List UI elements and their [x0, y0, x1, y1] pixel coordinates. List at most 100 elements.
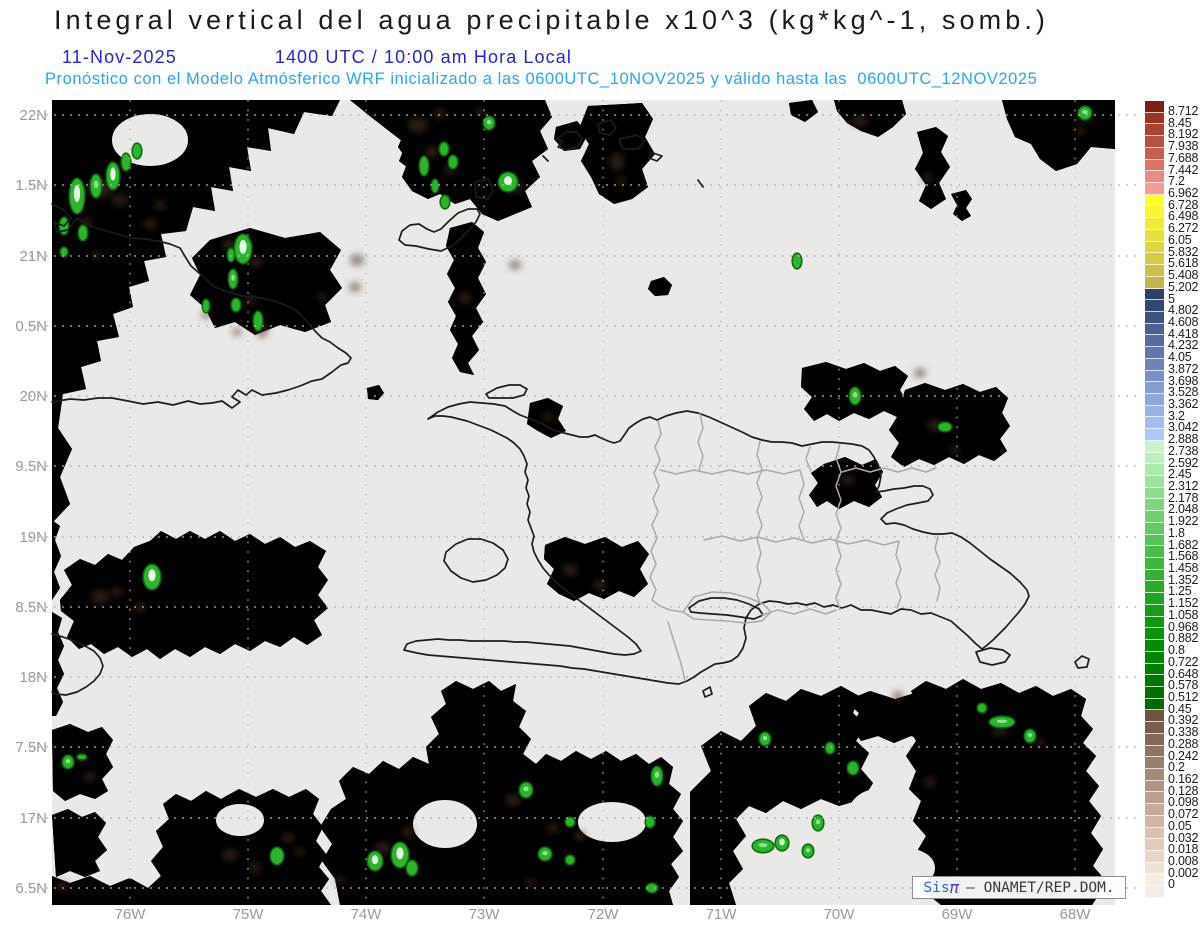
- mayaguana-islands: [542, 119, 704, 188]
- dark-smudge: [574, 831, 586, 841]
- dark-smudge: [375, 842, 391, 854]
- lat-label: 0.5N: [15, 318, 47, 335]
- colorbar-value: 8.45: [1168, 115, 1192, 130]
- dark-smudge: [525, 879, 535, 887]
- rain-peak: [518, 781, 534, 799]
- rain-peak: [438, 141, 450, 157]
- rain-peak: [131, 142, 143, 160]
- dark-smudge: [335, 876, 345, 884]
- dark-smudge: [425, 146, 439, 158]
- colorbar-value: 0.032: [1168, 830, 1199, 845]
- dark-smudge: [402, 827, 414, 837]
- colorbar-row: 0.722: [1145, 651, 1200, 668]
- lat-label: 19N: [19, 529, 47, 546]
- colorbar-cell: [1145, 827, 1164, 840]
- colorbar-cell: [1145, 358, 1164, 371]
- colorbar-row: 0.002: [1145, 862, 1200, 879]
- watermark-box: Sis π – ONAMET/REP.DOM.: [912, 876, 1126, 899]
- colorbar-value: 5.618: [1168, 256, 1199, 271]
- beata-island: [702, 686, 713, 698]
- colorbar-value: 4.418: [1168, 326, 1199, 341]
- rain-peak: [439, 194, 451, 210]
- dark-smudge: [892, 691, 904, 701]
- rain-peak: [564, 854, 576, 866]
- colorbar-cell: [1145, 452, 1164, 465]
- dark-smudge: [434, 109, 446, 119]
- colorbar-value: 0.338: [1168, 725, 1199, 740]
- mona-island: [1074, 655, 1090, 669]
- colorbar-row: 3.042: [1145, 417, 1200, 434]
- colorbar-row: 4.05: [1145, 347, 1200, 363]
- colorbar-row: 3.872: [1145, 358, 1200, 375]
- colorbar-cell: [1145, 206, 1164, 219]
- colorbar-row: 7.2: [1145, 171, 1200, 188]
- colorbar-cell: [1145, 253, 1164, 266]
- colorbar-value: 0.002: [1168, 865, 1199, 880]
- colorbar-row: 6.962: [1145, 183, 1200, 199]
- colorbar-value: 3.872: [1168, 361, 1199, 376]
- colorbar-value: 2.312: [1168, 479, 1199, 493]
- grid-lines: [30, 100, 1137, 905]
- colorbar-cell: [1145, 276, 1164, 289]
- colorbar-value: 1.058: [1168, 607, 1199, 622]
- colorbar-cell: [1145, 194, 1164, 207]
- colorbar-value: 4.608: [1168, 314, 1199, 329]
- dark-smudge: [282, 833, 294, 843]
- rain-peak: [1023, 728, 1037, 744]
- colorbar-value: 3.042: [1168, 420, 1199, 435]
- colorbar-value: 0.098: [1168, 795, 1199, 810]
- colorbar-row: 0.288: [1145, 733, 1200, 750]
- rain-peak: [447, 154, 459, 170]
- lon-label: 71W: [706, 906, 738, 923]
- colorbar-row: 6.272: [1145, 218, 1200, 234]
- rain-peak: [366, 850, 384, 872]
- colorbar-row: 0.098: [1145, 792, 1200, 809]
- colorbar-row: 4.608: [1145, 311, 1200, 328]
- colorbar-cell: [1145, 686, 1164, 699]
- colorbar-cell: [1145, 323, 1164, 336]
- colorbar-row: 0.578: [1145, 675, 1200, 691]
- dark-smudge: [111, 587, 123, 597]
- model-forecast-line: Pronóstico con el Modelo Atmósferico WRF…: [45, 70, 1038, 88]
- colorbar-row: 0.018: [1145, 839, 1200, 856]
- colorbar-cell: [1145, 839, 1164, 851]
- lon-label: 72W: [588, 906, 620, 923]
- colorbar-row: 7.442: [1145, 159, 1200, 176]
- colorbar-row: 1.922: [1145, 511, 1200, 527]
- colorbar-value: 0.8: [1168, 643, 1185, 658]
- dark-smudge: [84, 772, 96, 782]
- great-inagua-island: [398, 208, 481, 252]
- colorbar-row: 1.568: [1145, 546, 1200, 563]
- dark-smudge: [509, 260, 521, 270]
- colorbar-cell: [1145, 745, 1164, 758]
- colorbar-value: 2.178: [1168, 490, 1199, 505]
- rain-peak: [76, 753, 88, 761]
- rain-peak: [418, 155, 430, 177]
- rain-peak: [497, 171, 519, 193]
- colorbar-value: 0.018: [1168, 842, 1199, 857]
- axis-labels: 22N 1.5N 21N 0.5N 20N 9.5N 19N 8.5N 18N 7.5N 17N 6.…: [15, 107, 1091, 923]
- colorbar-cell: [1145, 147, 1164, 160]
- colorbar-cell: [1145, 476, 1164, 488]
- rain-peak: [846, 760, 860, 776]
- colorbar-value: 6.05: [1168, 232, 1192, 247]
- rain-peak: [252, 310, 264, 332]
- colorbar-value: 1.922: [1168, 514, 1199, 529]
- colorbar-row: 3.2: [1145, 405, 1200, 422]
- colorbar-cell: [1145, 370, 1164, 383]
- color-scale: 8.712 8.45 8.192 7.938 7.688 7.442 7.2 6.962 6.7…: [1145, 101, 1200, 898]
- rain-peak: [61, 754, 75, 770]
- colorbar-row: 0.128: [1145, 780, 1200, 797]
- colorbar-value: 3.698: [1168, 373, 1199, 388]
- colorbar-cell: [1145, 815, 1164, 828]
- colorbar-value: 0.162: [1168, 771, 1199, 786]
- watermark-brand: Sis: [923, 879, 950, 896]
- rain-peak: [226, 247, 236, 263]
- dark-smudge: [408, 117, 428, 133]
- colorbar-row: 5.408: [1145, 265, 1200, 281]
- colorbar-cell: [1145, 862, 1164, 875]
- colorbar-cell: [1145, 405, 1164, 418]
- colorbar-cell: [1145, 171, 1164, 184]
- rain-peak: [430, 178, 440, 194]
- lon-label: 70W: [824, 906, 856, 923]
